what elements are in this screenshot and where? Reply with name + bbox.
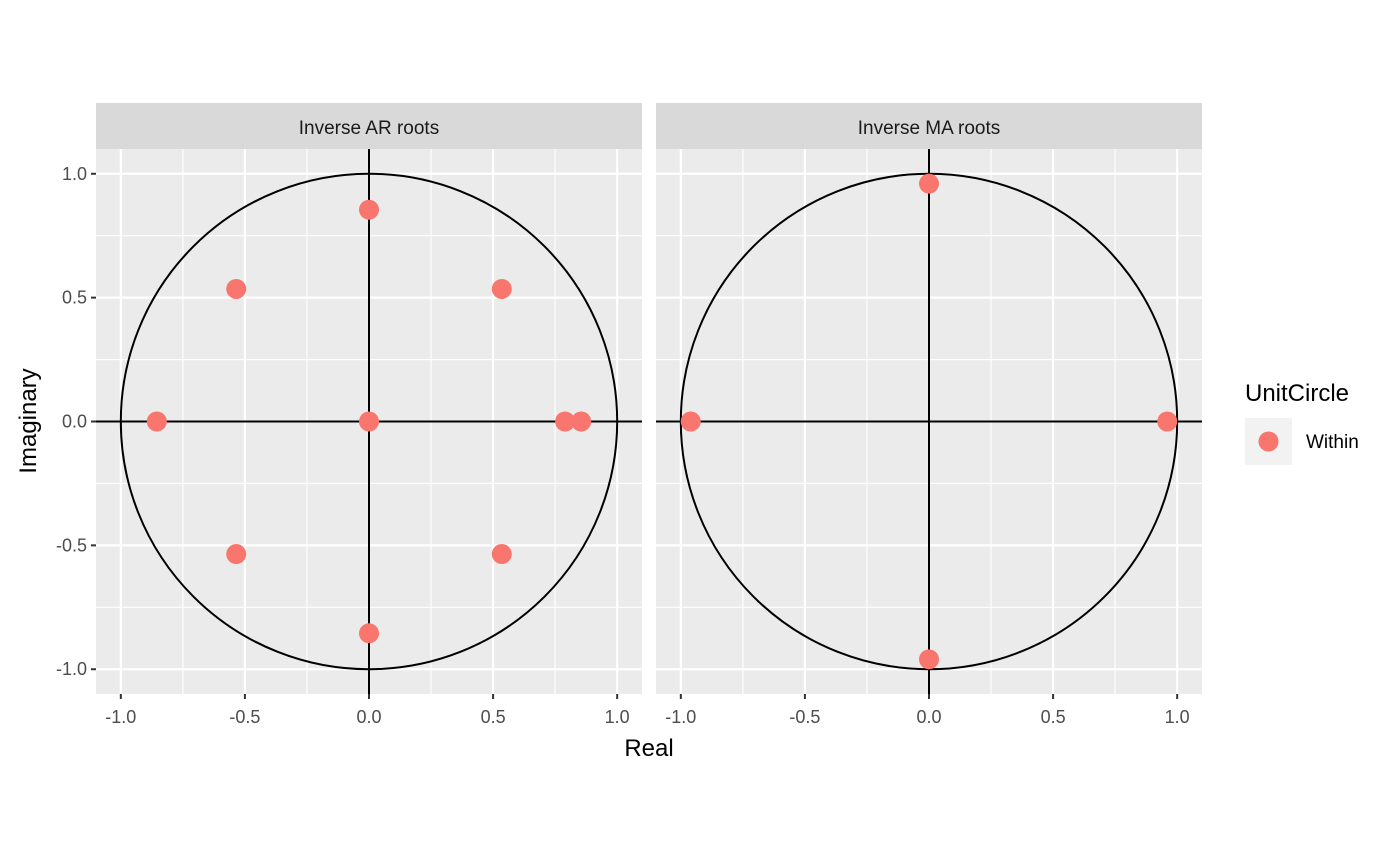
root-point: [919, 649, 939, 670]
points-ar: [146, 199, 592, 644]
root-point: [359, 623, 379, 644]
x-axis-ma: -1.0 -0.5 0.0 0.5 1.0: [665, 694, 1190, 727]
y-tick-label: -1.0: [56, 659, 87, 679]
points-ma: [680, 173, 1178, 670]
x-tick-label: -1.0: [105, 707, 136, 727]
legend-label-within: Within: [1306, 432, 1359, 453]
x-tick-label: 1.0: [1165, 707, 1190, 727]
x-tick-label: 0.0: [916, 707, 941, 727]
x-axis-title: Real: [624, 735, 673, 762]
x-tick-label: 0.5: [1041, 707, 1066, 727]
y-tick-label: 0.0: [62, 412, 87, 432]
root-point: [226, 544, 247, 565]
x-tick-label: 0.5: [481, 707, 506, 727]
panel-ma: Inverse MA roots: [656, 103, 1202, 694]
strip-background-ma: [656, 103, 1202, 149]
root-point: [146, 411, 167, 432]
strip-background-ar: [96, 103, 642, 149]
strip-label-ar: Inverse AR roots: [299, 118, 439, 139]
legend-title: UnitCircle: [1245, 380, 1349, 407]
y-axis-title: Imaginary: [15, 368, 42, 473]
unit-circle: [119, 172, 619, 671]
root-point: [491, 544, 512, 565]
x-tick-label: -0.5: [789, 707, 820, 727]
x-tick-label: -0.5: [229, 707, 260, 727]
x-tick-label: 0.0: [356, 707, 381, 727]
legend-key-point: [1258, 431, 1279, 452]
x-tick-label: 1.0: [605, 707, 630, 727]
root-point: [226, 278, 247, 299]
y-tick-label: 1.0: [62, 164, 87, 184]
y-axis: -1.0 -0.5 0.0 0.5 1.0: [56, 164, 96, 679]
y-tick-label: -0.5: [56, 535, 87, 555]
panel-ar: Inverse AR roots: [96, 103, 642, 694]
legend: UnitCircle Within: [1245, 380, 1359, 465]
y-tick-label: 0.5: [62, 288, 87, 308]
root-point: [555, 411, 576, 432]
root-point: [680, 411, 701, 432]
x-axis-ar: -1.0 -0.5 0.0 0.5 1.0: [105, 694, 630, 727]
root-point: [491, 278, 512, 299]
strip-label-ma: Inverse MA roots: [858, 118, 1001, 139]
x-tick-label: -1.0: [665, 707, 696, 727]
root-point: [359, 411, 379, 432]
root-point: [919, 173, 939, 194]
root-point: [571, 411, 592, 432]
root-point: [1157, 411, 1178, 432]
root-point: [359, 199, 379, 220]
